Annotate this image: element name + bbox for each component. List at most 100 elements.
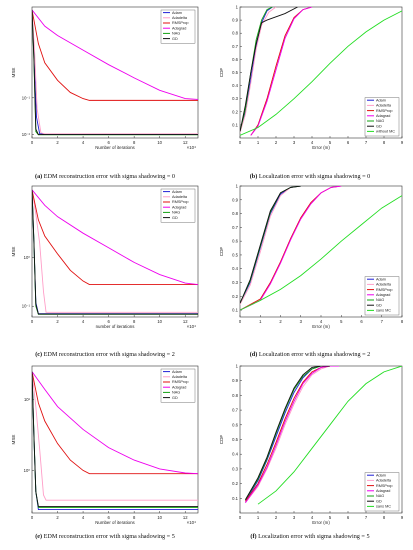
y-tick-label: 0.9 xyxy=(232,197,238,202)
chart-3: 0 1 2 3 4 5 6 7 8 0.1 0.2 0.3 0.4 0.5 0.6 0.7 0.8 0.9 1 Err… xyxy=(219,184,404,330)
x-axis-label: Error (m) xyxy=(312,520,330,525)
chart-4: 0 2 4 6 8 10 12 10⁰ 10¹ Number of iterations MSE ×1… xyxy=(11,365,199,525)
series-line-adagrad xyxy=(240,186,342,311)
x-tick-label: 12 xyxy=(183,319,188,324)
y-tick-label: 0.8 xyxy=(232,393,238,398)
legend-entry: RMSProp xyxy=(172,21,188,25)
x-tick-label: 6 xyxy=(347,515,350,520)
legend-entry: without MC xyxy=(376,130,395,134)
y-tick-label: 10¹ xyxy=(24,397,31,402)
series-line-adadelta xyxy=(245,366,339,503)
series-line-rmsprop xyxy=(32,189,198,285)
x-tick-label: 8 xyxy=(133,140,136,145)
x-tick-label: 5 xyxy=(329,140,332,145)
x-tick-label: 5 xyxy=(340,319,343,324)
series-line-adagrad xyxy=(245,366,339,503)
y-tick-label: 0.2 xyxy=(232,109,238,114)
x-tick-label: 2 xyxy=(56,515,59,520)
y-tick-label: 1 xyxy=(236,5,239,10)
y-tick-label: 0.6 xyxy=(232,422,238,427)
x-tick-label: 0 xyxy=(31,515,34,520)
legend-entry: RMSProp xyxy=(376,109,392,113)
y-tick-label: 0.2 xyxy=(232,481,238,486)
legend-entry: Adam xyxy=(376,277,386,281)
x-tick-label: 4 xyxy=(311,515,314,520)
y-tick-label: 1 xyxy=(236,364,239,369)
legend-entry: Adagrad xyxy=(172,385,186,389)
series-line-adagrad xyxy=(32,371,198,475)
x-tick-label: 4 xyxy=(82,515,85,520)
x-tick-label: 8 xyxy=(383,140,386,145)
legend-entry: GD xyxy=(172,216,178,220)
legend-entry: NAG xyxy=(172,391,180,395)
series-line-nag xyxy=(245,366,330,501)
chart-2: 0 2 4 6 8 10 12 10⁰ 10⁻¹ number of iterations MSE ×… xyxy=(11,185,199,329)
y-tick-label: 0.7 xyxy=(232,44,238,49)
y-tick-label: 0.5 xyxy=(232,437,238,442)
x-tick-label: 10 xyxy=(157,140,162,145)
x-axis-label: Error (m) xyxy=(312,324,330,329)
y-axis-label: CDF xyxy=(219,247,224,257)
x-multiplier: ×10⁴ xyxy=(187,520,196,525)
series-line-adagrad xyxy=(32,189,198,285)
legend-entry: NAG xyxy=(376,119,384,123)
x-tick-label: 0 xyxy=(239,140,242,145)
y-axis-label: MSE xyxy=(11,435,16,445)
x-tick-label: 1 xyxy=(259,319,262,324)
caption-e: (e) EDM reconstruction error with sigma … xyxy=(35,533,175,540)
chart-5: 0 1 2 3 4 5 6 7 8 9 0.1 0.2 0.3 0.4 0.5 0.6 0.7 0.8 0.9 1 Er… xyxy=(219,364,404,526)
legend-entry: GD xyxy=(172,37,178,41)
legend-box xyxy=(364,276,400,316)
series-line-sans-mc xyxy=(240,195,402,311)
legend-entry: Adadelta xyxy=(376,479,392,483)
x-tick-label: 7 xyxy=(365,515,368,520)
x-tick-label: 0 xyxy=(239,319,242,324)
x-axis-label: Number of iterations xyxy=(95,145,135,150)
x-tick-label: 0 xyxy=(239,515,242,520)
x-tick-label: 2 xyxy=(56,319,59,324)
series-line-nag xyxy=(240,7,273,132)
legend-entry: Adagrad xyxy=(172,26,186,30)
y-axis-label: CDF xyxy=(219,68,224,78)
legend-entry: GD xyxy=(172,396,178,400)
x-tick-label: 7 xyxy=(365,140,368,145)
series-line-adadelta xyxy=(32,371,198,501)
x-tick-label: 9 xyxy=(401,140,404,145)
legend-entry: RMSProp xyxy=(376,288,392,292)
y-tick-label: 10⁻¹ xyxy=(22,304,31,309)
caption-a: (a) EDM reconstruction error with sigma … xyxy=(35,173,175,180)
y-axis-label: MSE xyxy=(11,68,16,78)
x-tick-label: 2 xyxy=(56,140,59,145)
x-tick-label: 0 xyxy=(31,319,34,324)
y-tick-label: 0.1 xyxy=(232,122,238,127)
legend-entry: Adagrad xyxy=(376,114,390,118)
chart-1: 0 1 2 3 4 5 6 7 8 9 0.1 0.2 0.3 0.4 0.5 0.6 0.7 0.8 0.9 1 Er… xyxy=(219,5,404,151)
x-tick-label: 5 xyxy=(329,515,332,520)
y-tick-label: 0.3 xyxy=(232,96,238,101)
y-tick-label: 10⁰ xyxy=(24,468,31,473)
legend-entry: Adam xyxy=(376,98,386,102)
x-multiplier: ×10⁴ xyxy=(187,145,196,150)
series-line-rmsprop xyxy=(32,371,198,475)
x-tick-label: 10 xyxy=(157,515,162,520)
y-tick-label: 0.7 xyxy=(232,408,238,413)
legend-entry: RMSProp xyxy=(172,380,188,384)
series-line-gd xyxy=(245,366,330,500)
x-tick-label: 8 xyxy=(383,515,386,520)
legend-entry: Adadelta xyxy=(172,195,188,199)
legend-entry: sans MC xyxy=(376,505,391,509)
legend-entry: Adam xyxy=(172,370,182,374)
x-tick-label: 4 xyxy=(311,140,314,145)
caption-b: (b) Localization error with sigma shadow… xyxy=(249,173,371,180)
series-line-adadelta xyxy=(32,9,198,135)
legend-box xyxy=(364,97,400,137)
chart-0: 0 2 4 6 8 10 12 10⁻² 10⁻¹ Number of iterations MSE… xyxy=(11,6,199,150)
series-line-sans-mc xyxy=(257,366,402,505)
x-tick-label: 10 xyxy=(157,319,162,324)
legend-entry: GD xyxy=(376,499,382,503)
x-tick-label: 8 xyxy=(133,319,136,324)
y-tick-label: 0.4 xyxy=(232,266,238,271)
x-tick-label: 4 xyxy=(82,319,85,324)
